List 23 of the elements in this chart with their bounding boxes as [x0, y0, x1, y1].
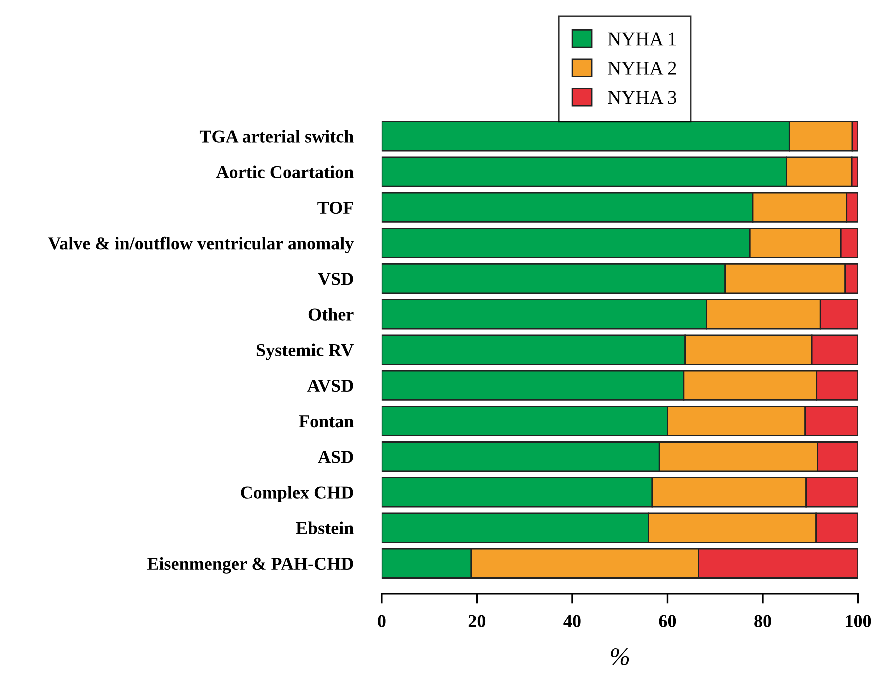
x-tick-label: 60 [659, 615, 676, 628]
x-tick-label: 100 [846, 615, 872, 628]
y-tick-label: Ebstein [296, 522, 354, 534]
y-tick-label: VSD [318, 273, 354, 286]
x-tick-label: 0 [378, 615, 386, 628]
y-tick-label: Other [308, 308, 354, 321]
y-tick-label: ASD [318, 451, 354, 464]
y-tick-label: Complex CHD [241, 486, 354, 503]
x-tick-label: 80 [754, 615, 772, 628]
y-tick-label: TGA arterial switch [200, 130, 354, 143]
legend-label: NYHA 2 [608, 62, 676, 75]
y-tick-label: Aortic Coartation [216, 166, 354, 178]
y-tick-label: Systemic RV [256, 344, 354, 360]
y-tick-label: Valve & in/outflow ventricular anomaly [48, 236, 354, 254]
y-tick-label: TOF [318, 202, 354, 214]
y-tick-label: AVSD [308, 380, 354, 392]
legend-label: NYHA 1 [608, 32, 676, 46]
x-tick-label: 20 [468, 615, 486, 628]
y-tick-label: Fontan [299, 416, 354, 428]
x-axis-title: % [611, 648, 630, 666]
x-tick-label: 40 [564, 615, 581, 628]
legend-label: NYHA 3 [608, 91, 676, 104]
y-tick-label: Eisenmenger & PAH-CHD [148, 557, 354, 574]
